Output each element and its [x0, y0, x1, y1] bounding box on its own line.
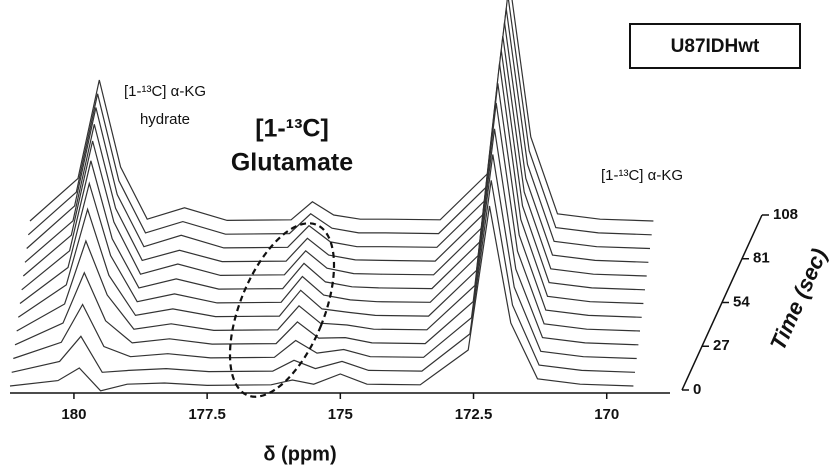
x-tick-label: 172.5	[455, 406, 493, 423]
glutamate-ellipse	[228, 222, 336, 398]
annotation-akg: [1-¹³C] α-KG	[601, 167, 683, 184]
x-tick-label: 175	[328, 406, 353, 423]
z-tick-label: 27	[713, 337, 730, 354]
x-tick-label: 177.5	[188, 406, 226, 423]
x-tick-label: 170	[594, 406, 619, 423]
trace	[9, 205, 634, 392]
trace	[26, 8, 651, 250]
trace	[14, 128, 639, 346]
annotation-line: hydrate	[140, 111, 190, 128]
z-tick-label: 81	[753, 250, 770, 267]
trace-fill	[28, 0, 652, 237]
trace	[13, 154, 637, 360]
annotation-glutamate: [1-¹³C] Glutamate	[231, 115, 353, 177]
x-axis-label: δ (ppm)	[263, 443, 336, 465]
x-tick-label: 180	[61, 406, 86, 423]
trace	[29, 0, 654, 222]
z-tick-label: 108	[773, 206, 798, 223]
z-tick-label: 54	[733, 293, 750, 310]
trace	[17, 83, 642, 318]
z-axis-label: Time (sec)	[765, 245, 832, 354]
annotation-line: [1-¹³C]	[255, 115, 329, 143]
traces	[9, 0, 654, 392]
trace	[19, 63, 644, 305]
trace	[24, 22, 649, 263]
annotation-line: Glutamate	[231, 149, 353, 177]
trace-fill	[10, 206, 634, 391]
trace	[11, 180, 636, 373]
sample-box	[629, 23, 801, 69]
sample-label: U87IDHwt	[671, 36, 760, 57]
trace	[27, 0, 652, 236]
annotation-line: [1-¹³C] α-KG	[124, 83, 206, 100]
trace	[16, 102, 641, 332]
z-tick-label: 0	[693, 381, 701, 398]
annotation-hydrate: [1-¹³C] α-KG hydrate	[124, 83, 206, 128]
trace	[22, 35, 647, 277]
trace	[21, 49, 646, 291]
